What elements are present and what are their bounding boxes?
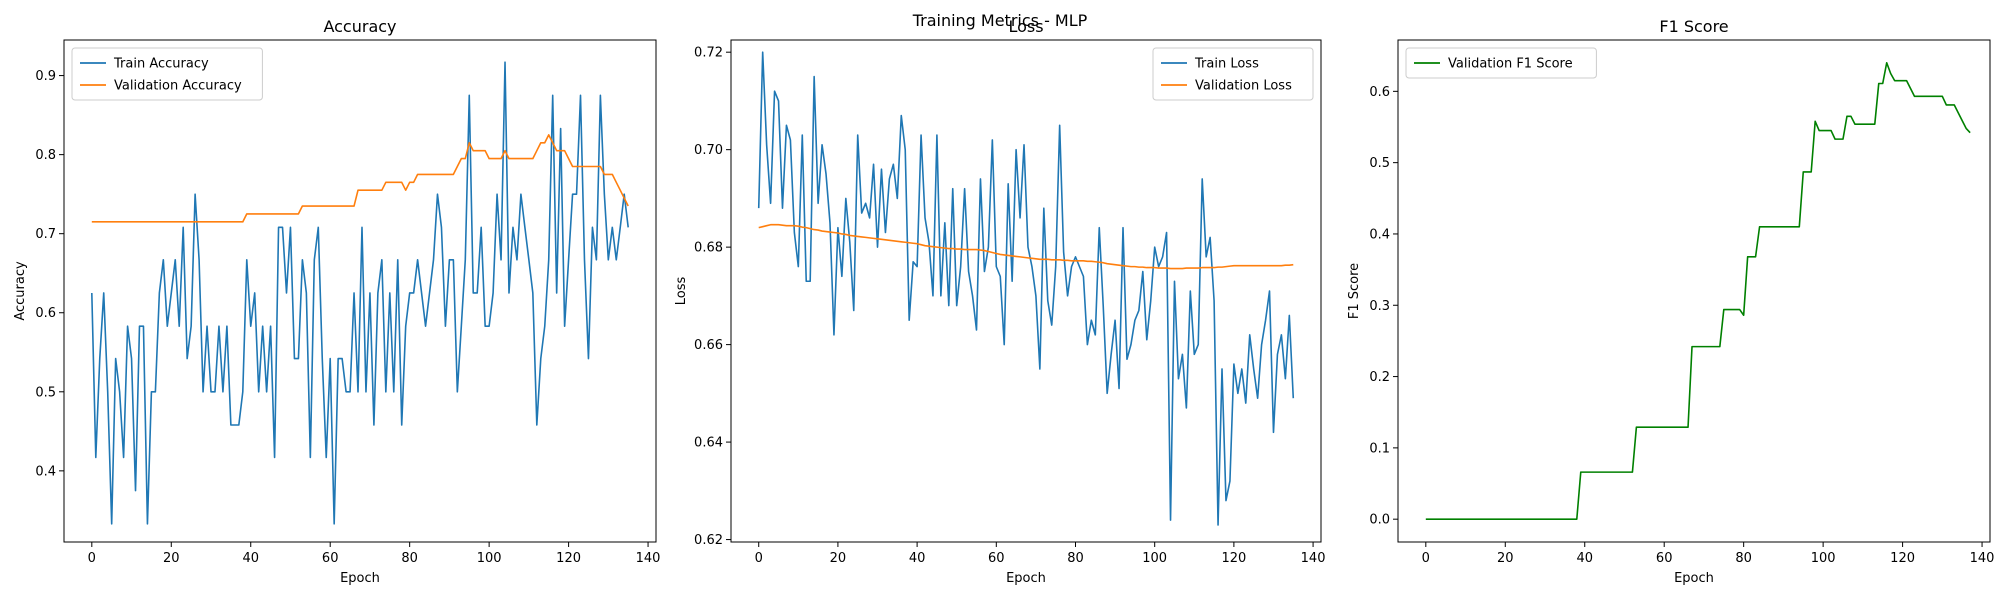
loss-x-tick-label-5: 100 <box>1142 551 1167 566</box>
accuracy-y-axis-label: Accuracy <box>13 261 28 321</box>
accuracy-axes-frame <box>63 39 657 543</box>
f1-x-tick-label-2: 40 <box>1576 551 1593 566</box>
f1-x-tick-label-7: 140 <box>1970 551 1995 566</box>
accuracy-x-axis-label: Epoch <box>340 571 380 586</box>
loss-chart: Loss 0 20 40 60 80 100 120 140 0.62 0.64 0.66 0.68 0.… <box>674 17 1325 586</box>
accuracy-y-tick-label-0: 0.4 <box>35 464 56 479</box>
train-accuracy-legend-label: Train Accuracy <box>113 57 209 72</box>
f1-legend-box <box>1405 47 1597 79</box>
loss-y-axis-label: Loss <box>674 277 689 306</box>
validation-accuracy-legend-label: Validation Accuracy <box>114 79 242 94</box>
accuracy-x-tick-label-3: 60 <box>322 551 339 566</box>
loss-y-tick-label-1: 0.64 <box>694 436 723 451</box>
loss-axes-frame <box>730 39 1322 543</box>
loss-chart-title: Loss <box>1008 17 1043 36</box>
loss-x-tick-label-2: 40 <box>909 551 926 566</box>
loss-x-tick-label-7: 140 <box>1301 551 1326 566</box>
loss-legend: Train Loss Validation Loss <box>1152 47 1314 101</box>
loss-x-axis-label: Epoch <box>1006 571 1046 586</box>
accuracy-x-tick-label-4: 80 <box>401 551 418 566</box>
train-accuracy-line <box>91 61 629 525</box>
accuracy-y-tick-label-2: 0.6 <box>35 306 56 321</box>
train-loss-legend-label: Train Loss <box>1194 57 1259 72</box>
f1-y-tick-label-5: 0.5 <box>1369 156 1390 171</box>
accuracy-x-tick-label-1: 20 <box>163 551 180 566</box>
f1-score-chart: F1 Score 0 20 40 60 80 100 120 140 0.0 0.1 0.2 0.3 0.… <box>1347 17 1994 586</box>
loss-x-tick-label-6: 120 <box>1221 551 1246 566</box>
f1-y-tick-label-1: 0.1 <box>1369 441 1390 456</box>
f1-y-tick-label-0: 0.0 <box>1369 513 1390 528</box>
accuracy-chart: Accuracy 0 20 40 60 80 100 120 140 0.4 0.5 0.6 0.7 0.… <box>13 17 660 586</box>
f1-x-tick-label-5: 100 <box>1811 551 1836 566</box>
f1-x-tick-label-0: 0 <box>1422 551 1430 566</box>
accuracy-y-tick-label-3: 0.7 <box>35 227 56 242</box>
loss-y-tick-label-2: 0.66 <box>694 338 723 353</box>
loss-y-tick-label-0: 0.62 <box>694 533 723 548</box>
validation-loss-line <box>758 223 1294 270</box>
accuracy-x-tick-label-5: 100 <box>477 551 502 566</box>
f1-y-tick-label-6: 0.6 <box>1369 85 1390 100</box>
loss-x-tick-label-4: 80 <box>1067 551 1084 566</box>
loss-x-tick-label-1: 20 <box>830 551 847 566</box>
f1-x-tick-label-6: 120 <box>1890 551 1915 566</box>
f1-y-tick-label-2: 0.2 <box>1369 370 1390 385</box>
loss-legend-box <box>1152 47 1314 101</box>
validation-f1-score-legend-label: Validation F1 Score <box>1448 57 1573 72</box>
loss-y-tick-label-5: 0.72 <box>694 46 723 61</box>
accuracy-x-tick-label-0: 0 <box>88 551 96 566</box>
accuracy-x-tick-label-7: 140 <box>636 551 661 566</box>
f1-y-axis-label: F1 Score <box>1347 263 1362 319</box>
f1-axes-frame <box>1397 39 1991 543</box>
accuracy-legend: Train Accuracy Validation Accuracy <box>71 47 263 101</box>
f1-x-axis-label: Epoch <box>1674 571 1714 586</box>
accuracy-y-tick-label-5: 0.9 <box>35 69 56 84</box>
loss-x-tick-label-3: 60 <box>988 551 1005 566</box>
accuracy-chart-title: Accuracy <box>323 17 396 36</box>
validation-f1-score-line <box>1425 62 1971 520</box>
f1-legend: Validation F1 Score <box>1405 47 1597 79</box>
accuracy-y-tick-label-4: 0.8 <box>35 148 56 163</box>
accuracy-x-tick-label-2: 40 <box>242 551 259 566</box>
loss-y-tick-label-4: 0.70 <box>694 143 723 158</box>
loss-y-tick-label-3: 0.68 <box>694 241 723 256</box>
f1-x-tick-label-4: 80 <box>1735 551 1752 566</box>
f1-x-tick-label-3: 60 <box>1656 551 1673 566</box>
f1-x-tick-label-1: 20 <box>1497 551 1514 566</box>
accuracy-x-tick-label-6: 120 <box>556 551 581 566</box>
f1-chart-title: F1 Score <box>1659 17 1728 36</box>
accuracy-y-tick-label-1: 0.5 <box>35 385 56 400</box>
figure-suptitle: Training Metrics - MLP <box>912 11 1088 30</box>
validation-loss-legend-label: Validation Loss <box>1195 79 1292 94</box>
validation-accuracy-line <box>91 134 629 223</box>
loss-x-tick-label-0: 0 <box>755 551 763 566</box>
f1-y-tick-label-3: 0.3 <box>1369 299 1390 314</box>
accuracy-legend-box <box>71 47 263 101</box>
train-loss-line <box>757 51 1295 526</box>
f1-y-tick-label-4: 0.4 <box>1369 227 1390 242</box>
